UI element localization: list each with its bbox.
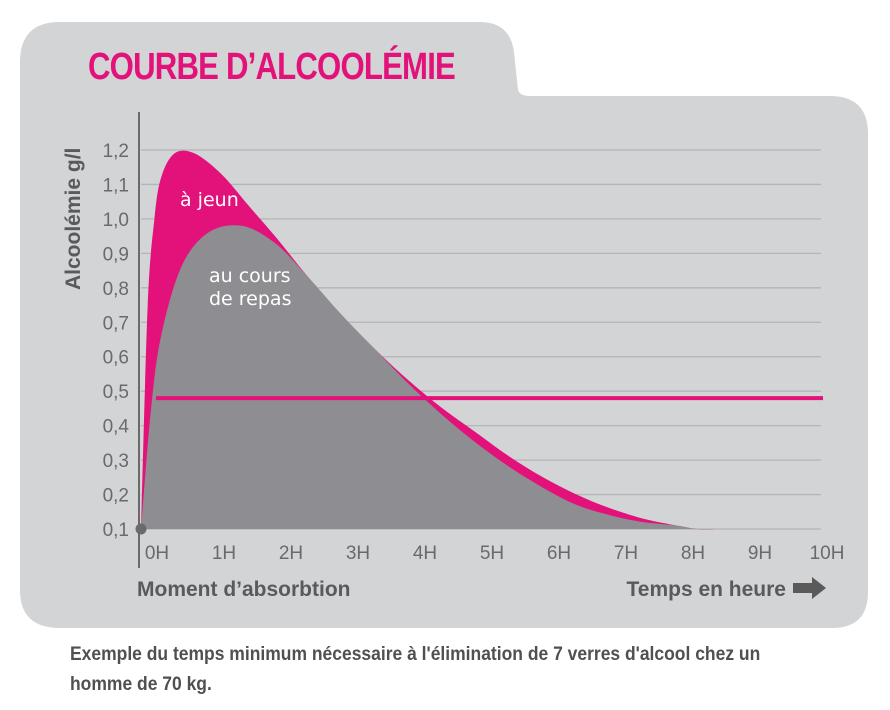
y-tick-label: 0,6 — [103, 348, 129, 369]
y-tick-label: 0,4 — [103, 417, 130, 438]
x-axis-label-left: Moment d’absorbtion — [137, 578, 351, 601]
series-area-au-cours-de-repas — [141, 225, 718, 530]
y-tick-label: 0,3 — [103, 451, 129, 472]
series-areas — [141, 150, 823, 530]
x-axis-label-right: Temps en heure — [627, 578, 787, 601]
y-tick-label: 0,8 — [103, 279, 129, 300]
x-tick-label: 5H — [480, 543, 504, 564]
x-tick-label: 0H — [145, 543, 169, 564]
x-tick-label: 9H — [748, 543, 772, 564]
figure-caption: Exemple du temps minimum nécessaire à l'… — [70, 644, 761, 695]
series-label-au-cours-de-repas: au cours de repas — [209, 265, 291, 310]
x-tick-label: 7H — [614, 543, 638, 564]
chart-plot: 0,1 0,2 0,3 0,4 0,5 0,6 0,7 0,8 0,9 1,0 1,1 1,2 0H 1H… — [62, 112, 845, 601]
y-tick-label: 0,9 — [103, 244, 129, 265]
series-label-line: de repas — [209, 288, 291, 310]
y-tick-label: 0,5 — [103, 382, 129, 403]
x-tick-label: 10H — [810, 543, 845, 564]
series-label-a-jeun: à jeun — [180, 189, 239, 211]
y-tick-label: 1,2 — [103, 141, 129, 162]
y-tick-label: 0,1 — [103, 520, 129, 541]
y-tick-label: 0,7 — [103, 313, 129, 334]
x-tick-label: 2H — [279, 543, 303, 564]
axes — [135, 112, 147, 568]
chart-title: COURBE D’ALCOOLÉMIE — [88, 46, 456, 88]
y-tick-label: 1,1 — [103, 175, 129, 196]
x-tick-label: 4H — [413, 543, 437, 564]
arrow-right-icon — [793, 577, 826, 599]
x-tick-label: 6H — [547, 543, 571, 564]
x-tick-label: 3H — [346, 543, 370, 564]
x-tick-label: 8H — [681, 543, 705, 564]
x-tick-label: 1H — [212, 543, 236, 564]
tick-labels: 0,1 0,2 0,3 0,4 0,5 0,6 0,7 0,8 0,9 1,0 1,1 1,2 0H 1H… — [103, 141, 845, 564]
y-tick-label: 0,2 — [103, 486, 129, 507]
origin-dot — [135, 523, 147, 535]
y-tick-label: 1,0 — [103, 210, 129, 231]
series-label-line: au cours — [209, 265, 291, 287]
y-axis-label: Alcoolémie g/l — [62, 148, 85, 290]
